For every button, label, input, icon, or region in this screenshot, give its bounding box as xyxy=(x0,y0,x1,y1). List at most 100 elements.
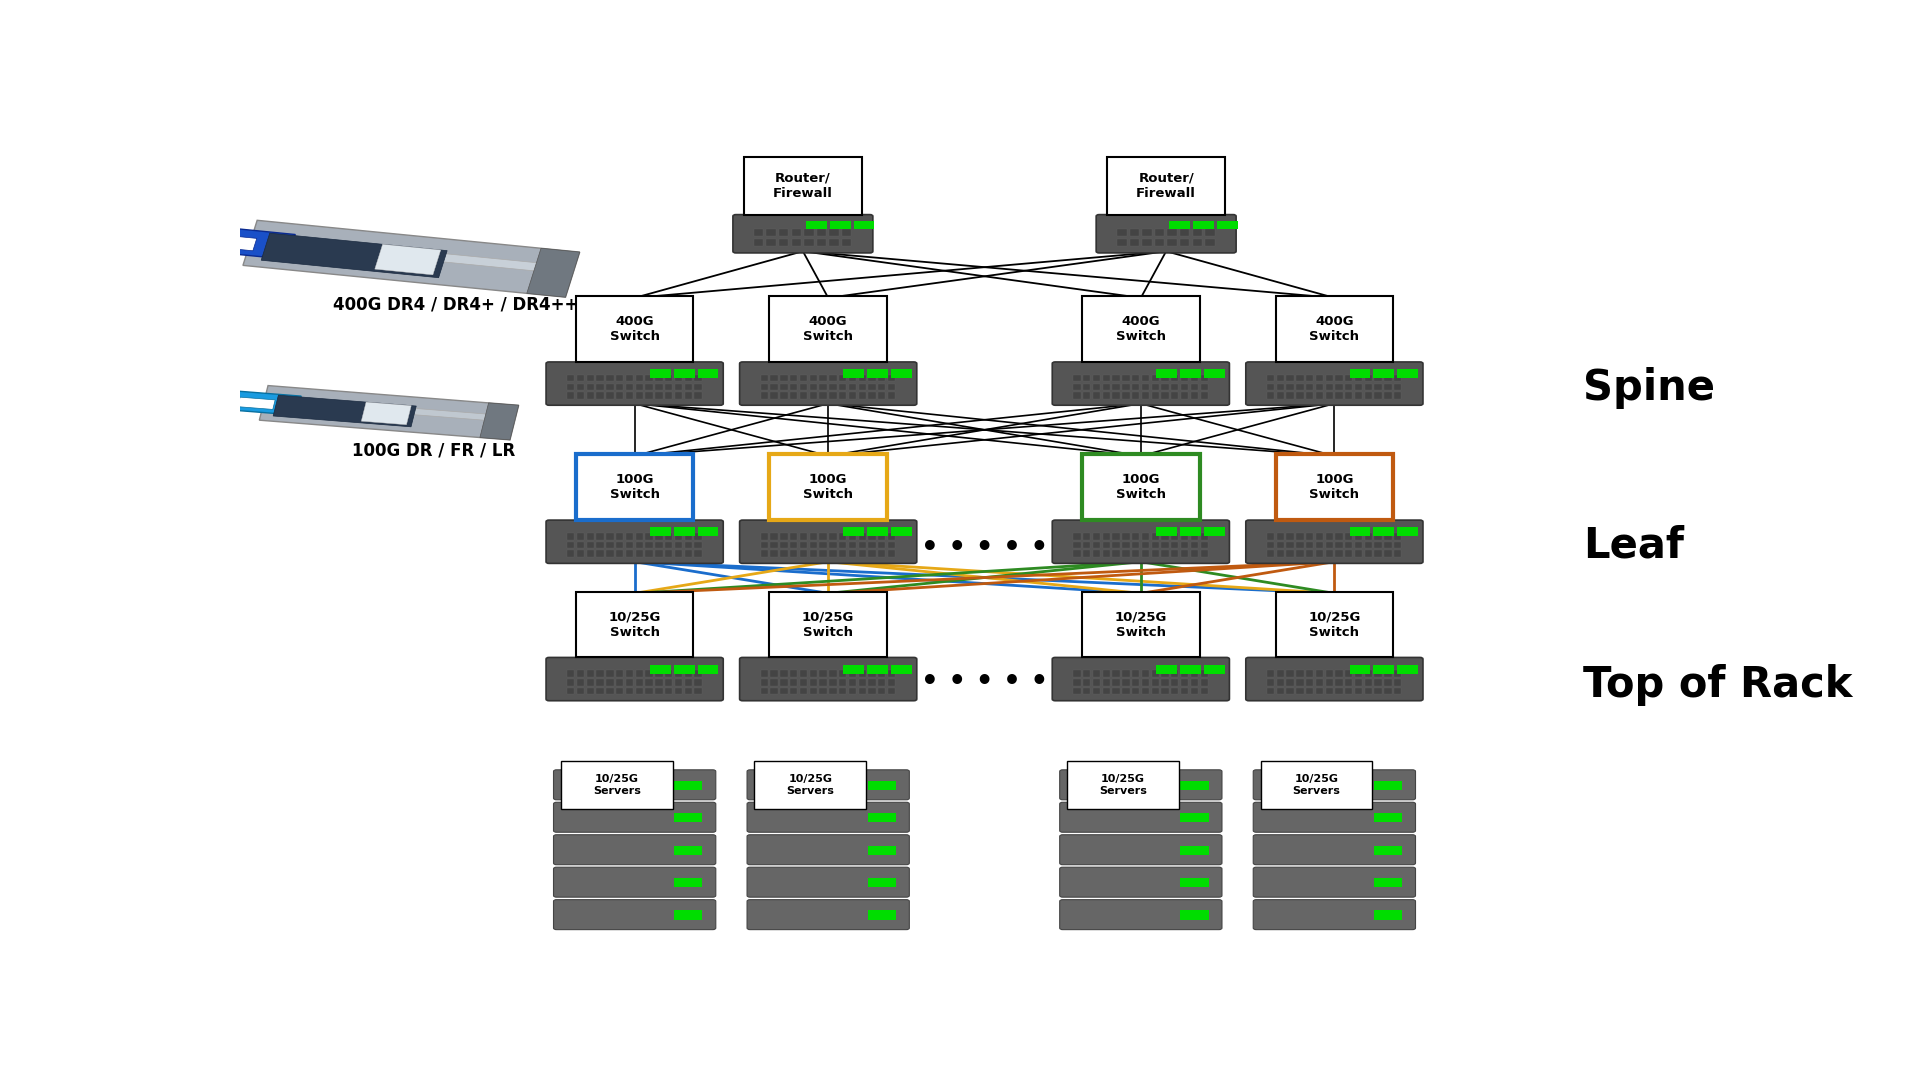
Bar xyxy=(868,375,876,382)
Bar xyxy=(1277,392,1283,399)
Bar xyxy=(1325,375,1333,382)
Bar xyxy=(849,670,857,677)
Bar xyxy=(586,375,594,382)
Bar xyxy=(1306,384,1314,390)
Text: 100G
Switch: 100G Switch xyxy=(1310,473,1360,502)
Bar xyxy=(1179,780,1208,790)
Bar xyxy=(843,528,864,536)
Bar xyxy=(1385,679,1391,685)
Text: 400G
Switch: 400G Switch xyxy=(803,315,853,343)
Bar xyxy=(1131,679,1139,685)
Bar xyxy=(809,688,816,694)
Bar xyxy=(655,533,663,539)
FancyBboxPatch shape xyxy=(1082,454,1199,520)
Bar xyxy=(1193,239,1203,246)
Bar xyxy=(1093,670,1101,677)
Bar xyxy=(1074,542,1082,548)
Bar xyxy=(1131,670,1139,677)
Bar xyxy=(1374,528,1395,536)
Bar xyxy=(766,229,776,237)
Bar xyxy=(770,670,778,677)
Bar xyxy=(809,533,816,539)
Bar xyxy=(1287,384,1293,390)
Bar xyxy=(1335,392,1343,399)
Bar xyxy=(1325,550,1333,557)
Bar xyxy=(645,670,653,677)
Bar xyxy=(1297,392,1304,399)
FancyBboxPatch shape xyxy=(1053,362,1229,405)
Bar xyxy=(1374,813,1402,823)
Bar xyxy=(1103,392,1110,399)
Bar xyxy=(586,670,594,677)
Text: 10/25G
Switch: 10/25G Switch xyxy=(801,611,855,639)
Bar xyxy=(597,533,603,539)
Bar xyxy=(849,384,857,390)
Bar xyxy=(1103,375,1110,382)
FancyBboxPatch shape xyxy=(553,835,717,865)
Bar xyxy=(888,550,895,557)
Bar xyxy=(1354,533,1362,539)
Bar xyxy=(1277,384,1283,390)
Bar xyxy=(780,533,788,539)
Bar xyxy=(1083,392,1091,399)
Bar xyxy=(1151,679,1158,685)
Bar xyxy=(1397,665,1418,673)
Bar xyxy=(761,550,768,557)
Bar xyxy=(597,688,603,694)
Bar xyxy=(866,665,888,673)
Bar xyxy=(1297,550,1304,557)
Bar xyxy=(1181,679,1189,685)
Bar xyxy=(1179,528,1201,536)
Bar xyxy=(1297,688,1304,694)
Bar xyxy=(1201,688,1208,694)
Bar xyxy=(576,688,584,694)
Bar xyxy=(1118,229,1126,237)
Bar xyxy=(1316,392,1324,399)
FancyBboxPatch shape xyxy=(1252,867,1416,897)
Bar xyxy=(684,384,692,390)
Bar xyxy=(1191,679,1199,685)
Bar xyxy=(1131,550,1139,557)
Bar xyxy=(1395,392,1402,399)
Bar xyxy=(770,550,778,557)
Bar xyxy=(1364,375,1372,382)
FancyBboxPatch shape xyxy=(740,362,916,405)
Bar xyxy=(1181,392,1189,399)
Bar xyxy=(1162,688,1168,694)
Bar xyxy=(684,688,692,694)
Bar xyxy=(1375,384,1381,390)
Bar xyxy=(816,229,826,237)
Bar xyxy=(1156,665,1178,673)
Bar xyxy=(888,688,895,694)
Bar xyxy=(1306,533,1314,539)
Bar xyxy=(1354,670,1362,677)
FancyBboxPatch shape xyxy=(1252,899,1416,930)
Bar xyxy=(1335,375,1343,382)
Bar xyxy=(1364,679,1372,685)
Bar xyxy=(1162,550,1168,557)
Bar xyxy=(649,528,670,536)
FancyBboxPatch shape xyxy=(1252,835,1416,865)
Bar xyxy=(868,550,876,557)
Bar xyxy=(799,384,807,390)
Bar xyxy=(1162,542,1168,548)
Bar xyxy=(761,392,768,399)
Bar xyxy=(1103,670,1110,677)
Polygon shape xyxy=(261,233,448,278)
Bar xyxy=(1172,375,1178,382)
Bar xyxy=(799,688,807,694)
Bar xyxy=(1306,550,1314,557)
Bar xyxy=(791,239,801,246)
Bar xyxy=(1297,375,1304,382)
Bar xyxy=(1122,550,1130,557)
Bar xyxy=(1306,375,1314,382)
Bar xyxy=(830,221,851,229)
Bar xyxy=(1201,542,1208,548)
Bar xyxy=(645,550,653,557)
Bar xyxy=(1287,688,1293,694)
Bar xyxy=(597,550,603,557)
Bar xyxy=(1364,670,1372,677)
Bar xyxy=(1168,239,1178,246)
Bar xyxy=(830,239,839,246)
Bar xyxy=(1193,221,1214,229)
